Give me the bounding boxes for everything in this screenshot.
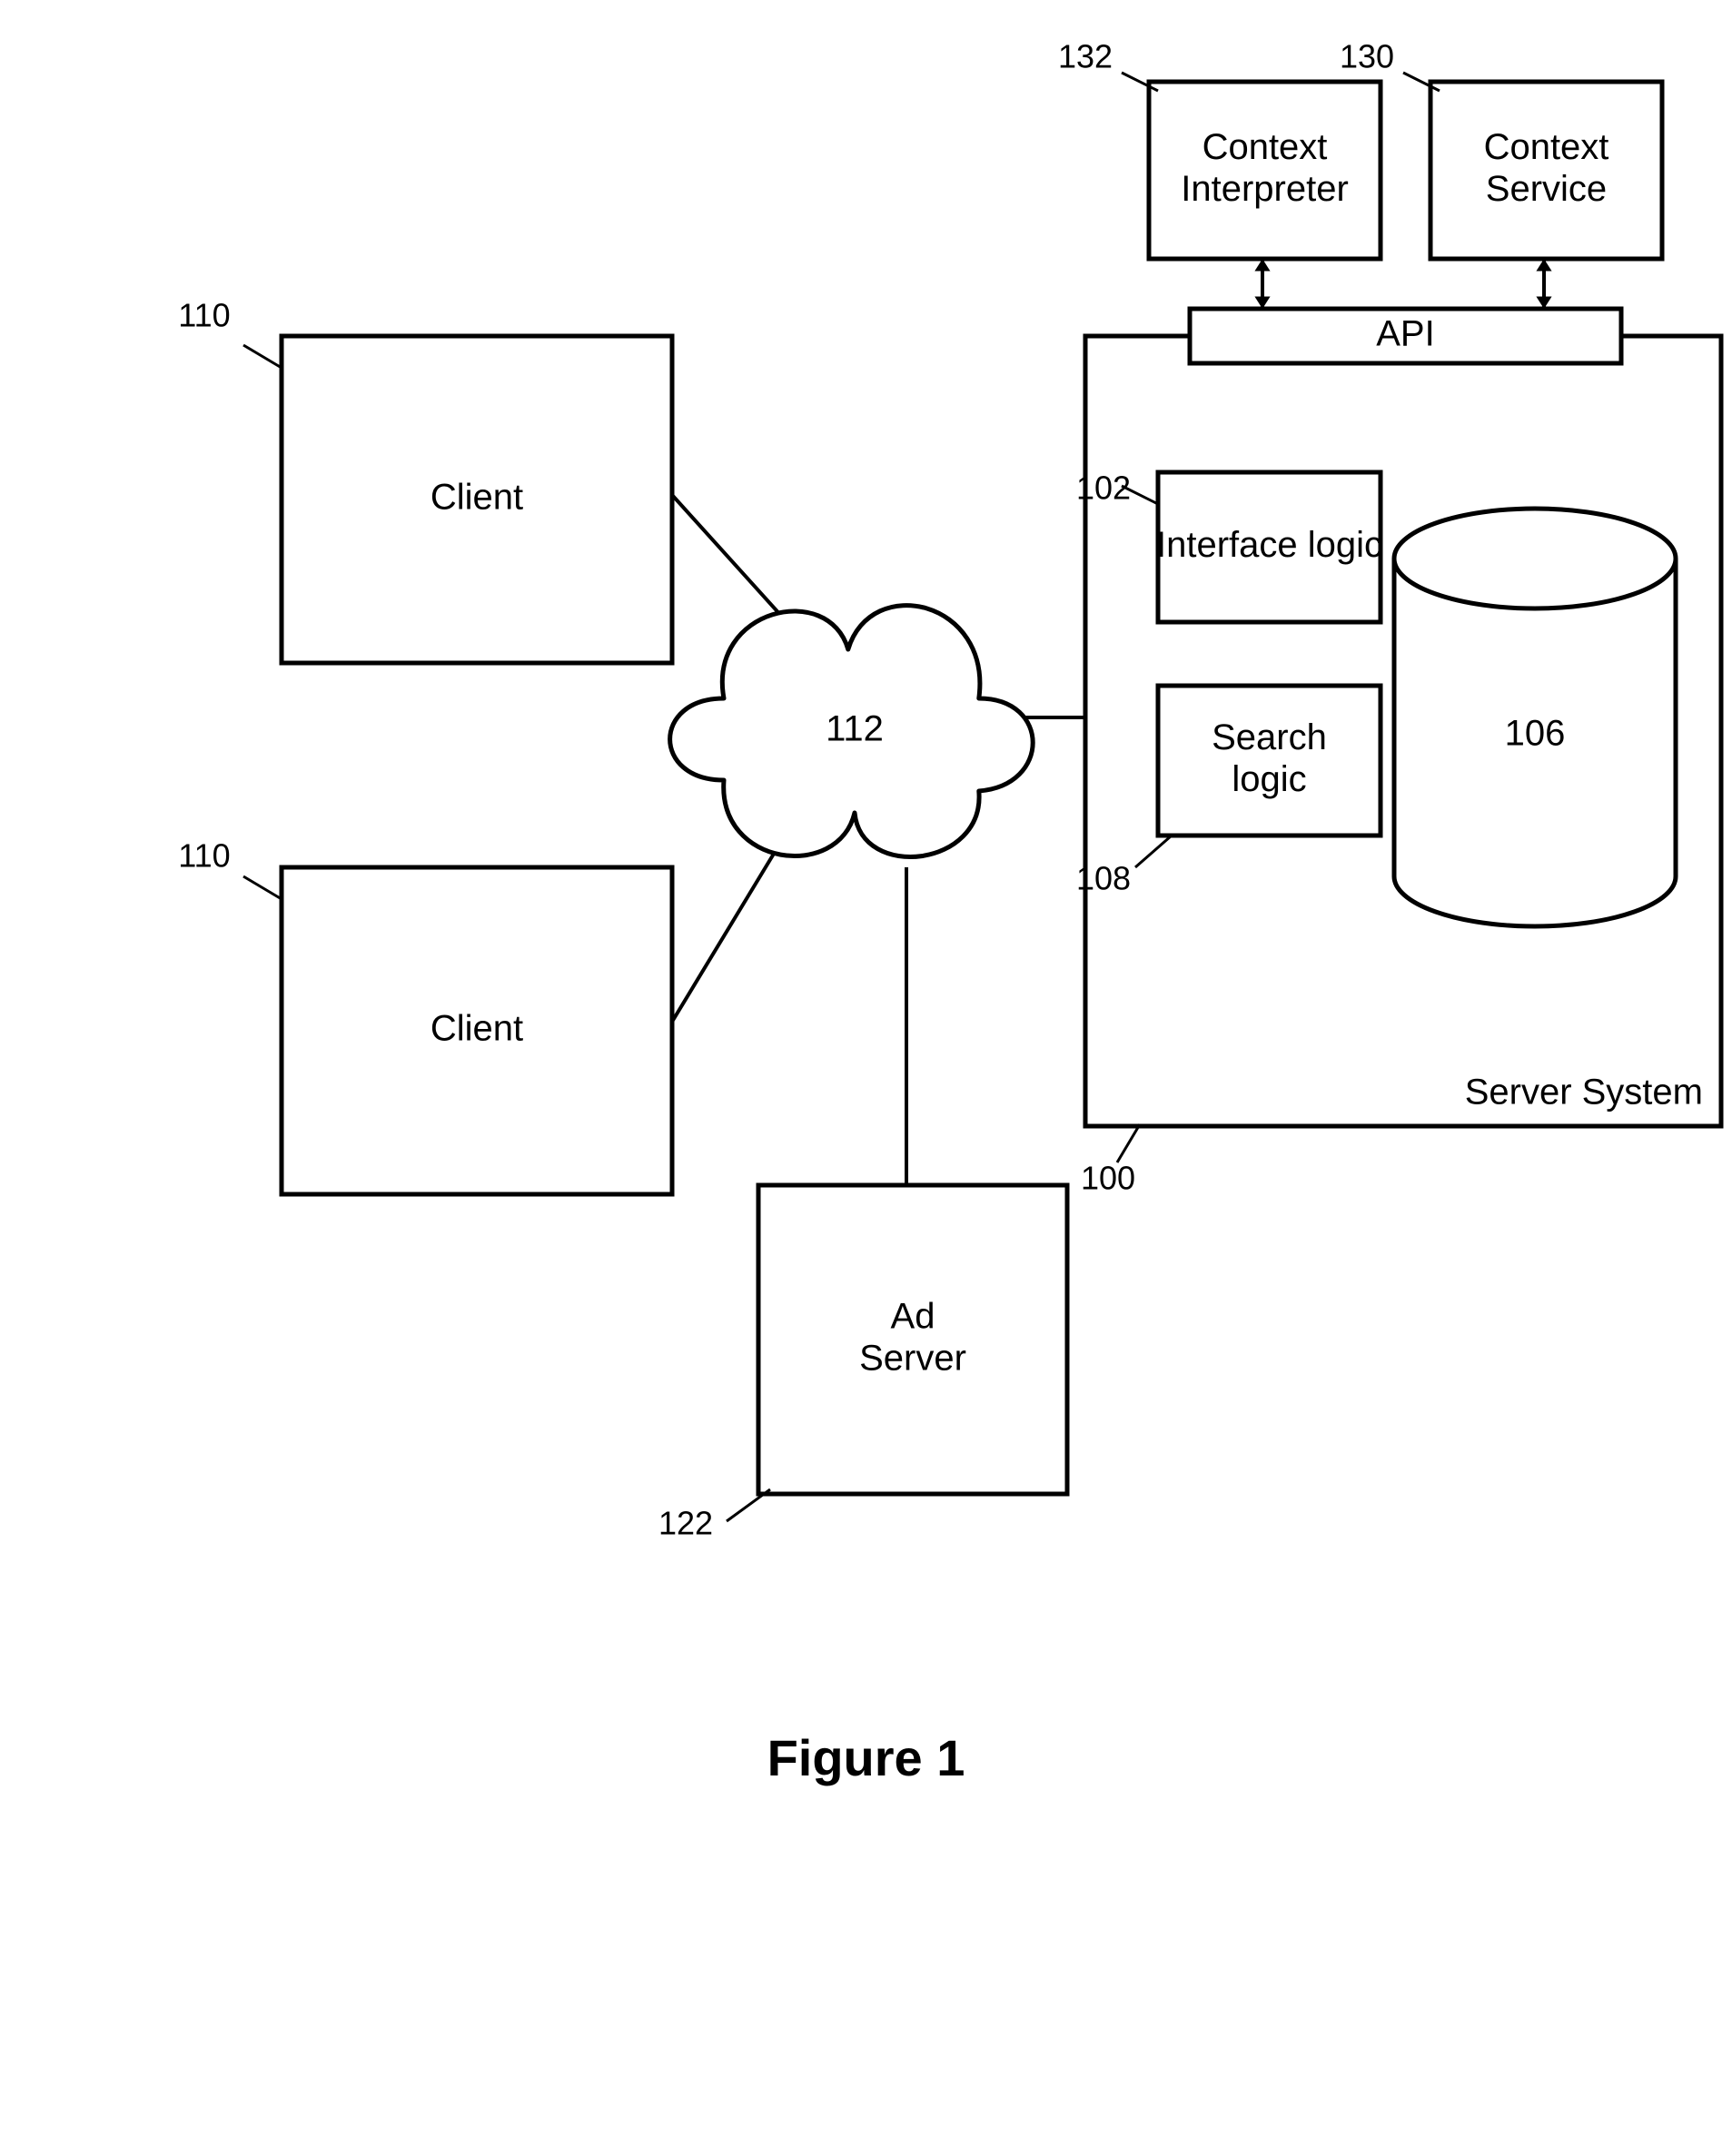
node-db: 106 <box>1394 509 1676 926</box>
svg-text:108: 108 <box>1076 860 1131 897</box>
figure-1-diagram: Server System100APIClient110Client110AdS… <box>0 0 1732 2156</box>
svg-text:Ad: Ad <box>891 1297 935 1337</box>
svg-text:Client: Client <box>431 478 523 518</box>
node-ctx_interp: ContextInterpreter <box>1149 82 1381 259</box>
node-ctx_service: ContextService <box>1430 82 1662 259</box>
svg-text:Client: Client <box>431 1009 523 1049</box>
node-client2: Client <box>282 867 672 1194</box>
svg-text:Context: Context <box>1484 127 1609 167</box>
svg-text:Interpreter: Interpreter <box>1181 169 1349 209</box>
svg-text:logic: logic <box>1232 759 1306 799</box>
svg-text:API: API <box>1376 314 1434 354</box>
node-iface_logic: Interface logic <box>1156 472 1382 622</box>
svg-text:122: 122 <box>658 1505 713 1542</box>
node-client1: Client <box>282 336 672 663</box>
svg-text:Search: Search <box>1212 717 1327 757</box>
node-cloud: 112 <box>670 606 1034 857</box>
node-adserver: AdServer <box>758 1185 1067 1494</box>
svg-text:110: 110 <box>178 297 230 334</box>
svg-text:100: 100 <box>1081 1160 1135 1197</box>
svg-text:130: 130 <box>1340 38 1394 75</box>
svg-text:132: 132 <box>1058 38 1113 75</box>
svg-text:Server: Server <box>859 1339 966 1379</box>
svg-text:106: 106 <box>1505 714 1566 754</box>
svg-text:Server System: Server System <box>1465 1073 1703 1113</box>
node-api: API <box>1190 309 1621 363</box>
svg-text:Figure 1: Figure 1 <box>767 1729 965 1786</box>
node-search_logic: Searchlogic <box>1158 686 1381 836</box>
svg-text:112: 112 <box>826 709 884 749</box>
svg-text:110: 110 <box>178 837 230 875</box>
svg-text:Interface logic: Interface logic <box>1156 525 1382 565</box>
svg-text:Context: Context <box>1203 127 1328 167</box>
svg-text:Service: Service <box>1486 169 1607 209</box>
